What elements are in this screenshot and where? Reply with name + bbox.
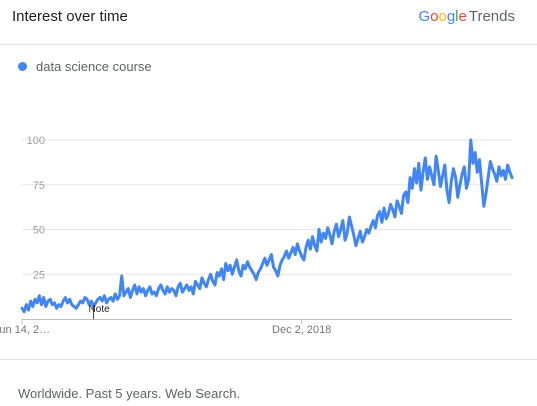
series-line-data-science-course[interactable] [20, 138, 514, 314]
google-letter: o [438, 8, 447, 25]
google-letter: e [458, 8, 467, 25]
trends-wordmark: Trends [468, 8, 515, 25]
google-letter: o [430, 8, 439, 25]
card-header: Interest over time Google Trends [0, 0, 537, 44]
google-letter: G [418, 8, 431, 25]
legend-series-marker [18, 61, 27, 71]
x-tick-label: Dec 2, 2018 [272, 324, 331, 336]
x-tick-label: Jun 14, 2… [0, 324, 50, 336]
legend[interactable]: data science course [18, 56, 152, 76]
chart-title: Interest over time [12, 8, 128, 25]
y-tick-label: 25 [33, 269, 45, 281]
y-tick-label: 100 [27, 135, 45, 147]
google-trends-logo: Google Trends [418, 8, 515, 25]
header-divider [0, 44, 537, 45]
footer-divider [0, 359, 537, 360]
chart-footer: Worldwide. Past 5 years. Web Search. [18, 386, 241, 401]
y-tick-label: 50 [33, 225, 45, 237]
google-letter: g [446, 8, 456, 25]
legend-series-label: data science course [36, 58, 152, 74]
google-letter: l [455, 8, 459, 25]
annotation-note-label[interactable]: Note [89, 304, 111, 315]
y-tick-label: 75 [33, 180, 45, 192]
google-wordmark: Google [418, 8, 466, 25]
